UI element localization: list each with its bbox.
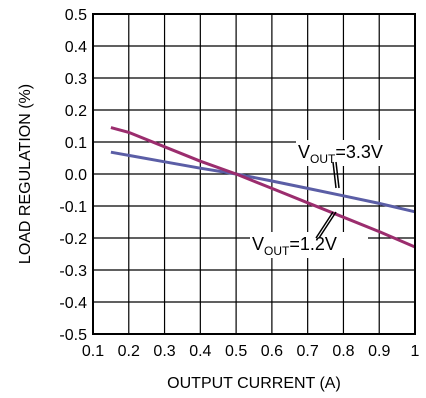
y-axis-label: LOAD REGULATION (%): [17, 84, 34, 264]
y-tick-label: 0.3: [65, 71, 87, 88]
y-tick-label: -0.2: [59, 231, 87, 248]
x-tick-label: 0.2: [118, 343, 140, 360]
y-tick-labels: 0.5 0.4 0.3 0.2 0.1 0.0 -0.1 -0.2 -0.3 -0.4 -0.5: [59, 7, 87, 344]
y-tick-label: 0.4: [65, 39, 87, 56]
annotation-rest: =1.2V: [289, 234, 337, 254]
series-annotation-label: VOUT=1.2V: [252, 234, 337, 258]
y-tick-label: -0.1: [59, 199, 87, 216]
x-tick-label: 0.5: [225, 343, 247, 360]
annotation-subscript: OUT: [310, 152, 336, 166]
annotation-main: V: [298, 142, 310, 162]
series-annotation-label: VOUT=3.3V: [298, 142, 383, 166]
grid-lines: [93, 14, 415, 334]
x-tick-label: 0.6: [261, 343, 283, 360]
annotation-leader: [315, 211, 334, 239]
y-tick-label: 0.1: [65, 135, 87, 152]
annotation-rest: =3.3V: [335, 142, 383, 162]
x-tick-labels: 0.1 0.2 0.3 0.4 0.5 0.6 0.7 0.8 0.9 1: [82, 343, 420, 360]
y-tick-label: -0.4: [59, 295, 87, 312]
x-tick-label: 0.7: [297, 343, 319, 360]
series-lines: [110, 126, 416, 249]
annotation-main: V: [252, 234, 264, 254]
annotation-leader: [332, 161, 337, 189]
x-tick-label: 0.3: [153, 343, 175, 360]
annotation-subscript: OUT: [264, 244, 290, 258]
series-line-1: [110, 126, 416, 249]
y-tick-label: -0.5: [59, 327, 87, 344]
plot-frame: [92, 13, 416, 335]
x-tick-label: 0.1: [82, 343, 104, 360]
annotation-background: [296, 140, 414, 166]
series-line-0: [110, 150, 416, 214]
x-axis-label: OUTPUT CURRENT (A): [167, 375, 341, 392]
y-tick-label: 0.2: [65, 103, 87, 120]
x-tick-label: 0.9: [368, 343, 390, 360]
y-tick-label: -0.3: [59, 263, 87, 280]
x-tick-label: 1: [411, 343, 420, 360]
annotation-leader: [318, 211, 337, 239]
y-tick-label: 0.0: [65, 167, 87, 184]
annotation-leader: [335, 161, 340, 189]
x-tick-label: 0.4: [189, 343, 211, 360]
annotation-background: [250, 232, 368, 258]
x-tick-label: 0.8: [332, 343, 354, 360]
y-tick-label: 0.5: [65, 7, 87, 24]
